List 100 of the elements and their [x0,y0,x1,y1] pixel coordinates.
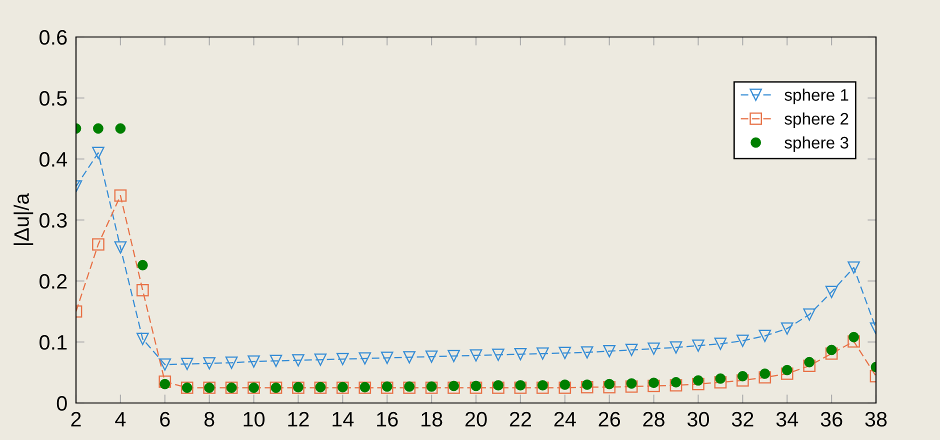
point [493,380,504,391]
point [514,382,527,394]
point [826,344,837,356]
x-tick-label: 4 [115,412,126,426]
point [536,347,549,360]
point [625,344,638,356]
point [492,348,504,361]
point [670,377,682,388]
point [358,352,372,365]
point [92,146,104,160]
x-tick-label: 14 [332,412,354,426]
point [136,332,149,346]
point [603,344,616,358]
point [736,334,749,347]
point [492,382,504,394]
x-tick-label: 36 [820,412,842,427]
point [558,346,572,360]
point [692,378,704,390]
point [137,260,148,270]
point [248,355,260,368]
point [448,382,460,394]
point [848,332,859,342]
point [292,354,304,366]
x-tick-label: 12 [288,412,309,426]
point [114,189,127,202]
x-tick-label: 28 [643,412,664,427]
x-tick-label: 8 [204,412,214,427]
point [448,350,460,362]
point [670,341,682,354]
point [270,354,282,368]
y-tick-label: 0 [56,396,67,411]
point [580,380,594,394]
point [470,382,482,394]
point [848,261,860,274]
point [780,368,794,380]
legend-label: sphere 1 [784,88,848,104]
point [825,347,838,360]
point [158,358,172,371]
y-tick-label: 0.6 [40,30,67,45]
point [115,123,126,134]
y-tick-label: 0.4 [40,152,68,167]
point [780,322,794,335]
x-tick-label: 22 [510,412,531,426]
legend-label: sphere 3 [784,136,848,152]
point [180,358,194,370]
y-tick-label: 0.1 [40,335,67,350]
x-tick-label: 20 [465,412,487,427]
point [582,379,592,390]
point [737,370,748,382]
point [580,346,594,359]
x-tick-label: 10 [244,412,265,427]
point [448,380,459,392]
legend-label: sphere 2 [784,112,848,128]
point [604,378,615,390]
point [403,351,416,364]
point [714,338,727,350]
point [758,330,772,342]
x-tick-label: 6 [160,412,170,427]
y-axis-title: |Δu|/a [14,193,34,245]
point [425,350,438,363]
point [160,378,170,390]
point [536,382,549,394]
x-tick-label: 18 [422,412,442,427]
point [803,308,816,321]
point [825,286,838,298]
point [560,379,570,390]
point [92,238,104,251]
point [158,375,172,388]
point [848,335,860,348]
point [715,373,726,384]
point [380,352,394,364]
y-tick-label: 0.5 [40,91,67,106]
point [93,123,104,134]
point [782,364,792,376]
point [314,354,327,366]
point [203,357,216,370]
point [514,348,527,360]
point [692,339,704,352]
point [648,342,660,355]
x-tick-label: 34 [776,412,798,427]
point [803,360,816,372]
point [693,375,704,386]
point [515,380,526,391]
point [736,374,749,387]
point [537,380,548,391]
point [804,356,815,368]
x-tick-label: 24 [554,412,576,426]
point [603,380,616,394]
point [470,380,482,392]
point [136,284,149,296]
x-tick-label: 38 [865,412,887,427]
point [648,380,660,392]
point [114,241,127,254]
point [760,368,770,379]
point [648,378,659,388]
point [558,382,572,394]
point [670,379,682,392]
y-tick-label: 0.3 [40,213,67,228]
point [225,356,238,369]
point [626,378,637,389]
